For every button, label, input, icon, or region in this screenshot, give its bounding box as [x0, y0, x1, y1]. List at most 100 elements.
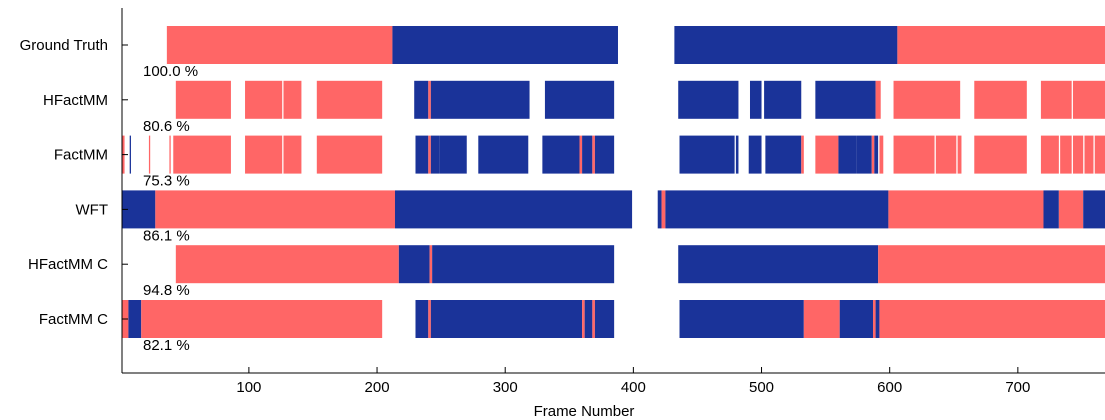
factmm-c-segment	[415, 300, 429, 338]
ground-truth-segment	[392, 26, 618, 64]
ground-truth-segment	[897, 26, 1105, 64]
hfactmm-segment	[430, 80, 530, 119]
hfactmm-segment	[749, 80, 762, 119]
factmm-segment	[879, 135, 884, 174]
factmm-segment	[748, 135, 762, 174]
factmm-segment	[974, 135, 1027, 174]
hfactmm-c-segment	[175, 245, 399, 284]
wft-segment	[155, 190, 395, 229]
factmm-c-segment	[873, 300, 876, 338]
factmm-segment	[815, 135, 839, 174]
factmm-segment	[856, 135, 872, 174]
hfactmm-segment	[815, 80, 876, 119]
x-tick-label: 500	[749, 379, 774, 396]
factmm-segment	[415, 135, 429, 174]
ground-truth-segment	[166, 26, 393, 64]
factmm-c-segment	[428, 300, 431, 338]
hfactmm-c-segment	[678, 245, 879, 284]
factmm-segment	[582, 135, 593, 174]
hfactmm-segment	[764, 80, 802, 119]
factmm-segment	[735, 135, 739, 174]
wft-segment	[394, 190, 633, 229]
factmm-c-segment	[141, 300, 383, 338]
accuracy-label-ground-truth: 100.0 %	[143, 63, 198, 80]
factmm-segment	[874, 135, 879, 174]
hfactmm-segment	[1072, 80, 1105, 119]
factmm-segment	[173, 135, 231, 174]
factmm-segment	[245, 135, 283, 174]
row-label-wft: WFT	[76, 201, 108, 218]
row-label-ground-truth: Ground Truth	[20, 37, 108, 54]
hfactmm-segment	[544, 80, 615, 119]
factmm-c-segment	[879, 300, 1105, 338]
ground-truth-segment	[674, 26, 898, 64]
factmm-segment	[1060, 135, 1072, 174]
factmm-c-segment	[582, 300, 585, 338]
factmm-segment	[169, 135, 171, 174]
row-label-factmm-c: FactMM C	[39, 311, 108, 328]
hfactmm-c-segment	[398, 245, 430, 284]
wft-segment	[1058, 190, 1084, 229]
x-tick-label: 700	[1005, 379, 1030, 396]
factmm-segment	[838, 135, 857, 174]
hfactmm-segment	[1040, 80, 1072, 119]
factmm-c-segment	[839, 300, 874, 338]
factmm-c-segment	[584, 300, 593, 338]
factmm-c-segment	[679, 300, 804, 338]
hfactmm-c-segment	[432, 245, 615, 284]
hfactmm-segment	[678, 80, 739, 119]
factmm-segment	[439, 135, 467, 174]
factmm-segment	[957, 135, 962, 174]
factmm-segment	[871, 135, 875, 174]
accuracy-label-hfactmm-c: 94.8 %	[143, 282, 190, 299]
row-label-hfactmm: HFactMM	[43, 92, 108, 109]
x-axis-label: Frame Number	[534, 403, 635, 420]
factmm-c-segment	[875, 300, 880, 338]
factmm-segment	[579, 135, 583, 174]
factmm-segment	[893, 135, 935, 174]
factmm-c-segment	[430, 300, 583, 338]
row-label-factmm: FactMM	[54, 147, 108, 164]
factmm-c-segment	[592, 300, 595, 338]
accuracy-label-hfactmm: 80.6 %	[143, 118, 190, 135]
row-labels-layer: Ground Truth HFactMM FactMM WFT HFactMM C Fac…	[20, 37, 109, 328]
hfactmm-segment	[175, 80, 231, 119]
x-tick-label: 400	[621, 379, 646, 396]
factmm-c-segment	[128, 300, 142, 338]
wft-segment	[888, 190, 1044, 229]
factmm-segment	[316, 135, 383, 174]
hfactmm-segment	[875, 80, 881, 119]
factmm-c-segment	[803, 300, 840, 338]
hfactmm-segment	[316, 80, 383, 119]
accuracy-label-factmm-c: 82.1 %	[143, 337, 190, 354]
factmm-segment	[428, 135, 431, 174]
accuracy-label-factmm: 75.3 %	[143, 173, 190, 190]
factmm-segment	[148, 135, 151, 174]
factmm-segment	[801, 135, 804, 174]
factmm-segment	[1084, 135, 1094, 174]
factmm-segment	[283, 135, 302, 174]
wft-segment	[657, 190, 662, 229]
factmm-segment	[478, 135, 529, 174]
factmm-c-segment	[594, 300, 615, 338]
x-tick-label: 600	[877, 379, 902, 396]
hfactmm-segment	[245, 80, 283, 119]
factmm-segment	[1040, 135, 1059, 174]
factmm-segment	[935, 135, 957, 174]
x-ticks-layer: 100 200 300 400 500 600 700	[122, 44, 1030, 396]
factmm-segment	[129, 135, 131, 174]
factmm-segment	[679, 135, 735, 174]
row-label-hfactmm-c: HFactMM C	[28, 256, 108, 273]
factmm-segment	[542, 135, 580, 174]
hfactmm-segment	[283, 80, 302, 119]
hfactmm-c-segment	[878, 245, 1105, 284]
hfactmm-segment	[414, 80, 429, 119]
hfactmm-segment	[428, 80, 431, 119]
x-tick-label: 200	[365, 379, 390, 396]
x-tick-label: 100	[236, 379, 261, 396]
hfactmm-c-segment	[429, 245, 433, 284]
factmm-segment	[1094, 135, 1105, 174]
hfactmm-segment	[893, 80, 961, 119]
factmm-segment	[430, 135, 440, 174]
